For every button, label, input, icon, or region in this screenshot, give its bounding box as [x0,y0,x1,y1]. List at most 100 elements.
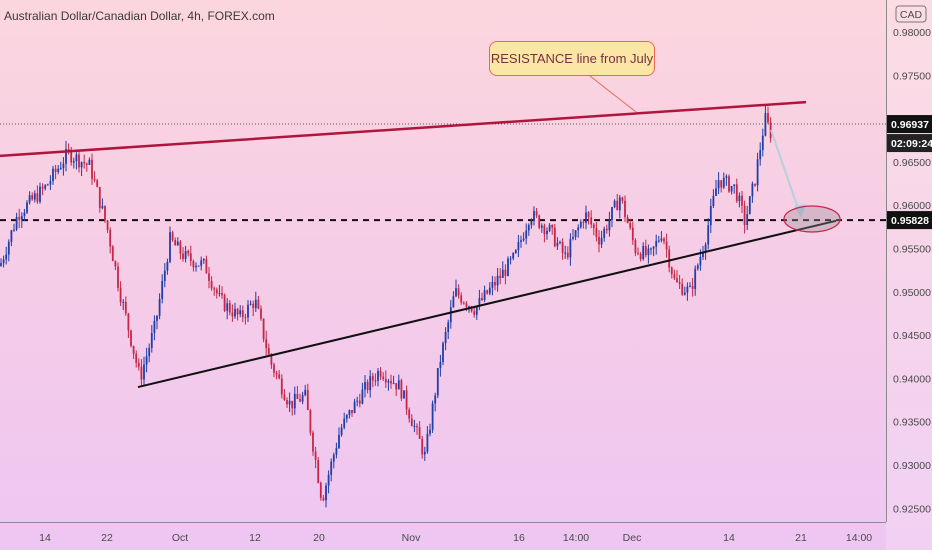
candle-body [270,354,273,365]
x-tick-label: 14:00 [846,532,872,544]
candle-body [442,343,444,363]
candle-body [20,216,23,220]
y-tick-label: 0.98000 [893,27,931,39]
candle-body [28,195,31,203]
candle-body [49,181,52,185]
candle-body [488,287,491,294]
candle-body [137,362,140,367]
candle-body [743,205,746,225]
candle-body [244,317,247,319]
candle-body [70,149,73,163]
candle-body [746,214,749,225]
candle-body [470,306,473,312]
candle-body [140,366,143,380]
candle-body [345,415,348,419]
candle-body [54,168,57,172]
candle-body [304,389,307,396]
y-tick-label: 0.97500 [893,70,931,82]
y-tick-label: 0.95000 [893,287,931,299]
candle-body [312,432,314,452]
candle-body [634,240,637,253]
candle-body [46,184,49,186]
candle-body [358,400,361,404]
candle-body [486,290,489,294]
candle-body [364,381,366,390]
y-tick-label: 0.94000 [893,373,931,385]
candle-body [379,370,382,377]
candle-body [616,200,619,211]
candle-body [702,252,704,257]
candle-body [5,254,8,260]
candle-body [405,390,408,410]
candle-body [72,161,75,163]
candle-body [291,400,294,409]
currency-badge[interactable] [895,5,927,23]
candle-body [36,193,39,202]
candle-body [447,322,450,333]
candle-body [117,266,119,288]
candle-body [101,205,104,209]
candle-body [18,216,21,220]
candle-body [31,195,34,200]
candle-body [491,282,494,288]
candle-body [348,410,351,416]
level-price-tag[interactable] [887,211,932,230]
candle-body [522,238,525,241]
candle-body [624,200,626,218]
candle-body [0,263,2,266]
resistance-callout[interactable]: RESISTANCE line from July [489,41,655,76]
candle-body [377,370,379,381]
candle-body [111,246,114,262]
candle-body [208,273,210,281]
projection-arrow[interactable] [770,129,801,215]
candle-body [494,282,496,286]
candle-body [247,304,249,318]
candle-body [143,364,145,380]
candle-body [548,225,551,231]
resistance-trendline[interactable] [0,100,807,158]
candle-body [332,454,335,462]
candle-body [600,237,603,245]
countdown-value: 02:09:24 [891,138,932,150]
candle-body [78,154,80,168]
candle-body [499,275,502,278]
candle-body [764,113,767,136]
candle-body [647,248,650,256]
candle-body [132,345,135,354]
candle-body [236,308,239,315]
candle-body [351,410,353,413]
y-tick-label: 0.93500 [893,417,931,429]
candle-body [124,301,127,314]
price-axis[interactable] [886,0,932,550]
candle-body [382,376,385,379]
candle-body [106,220,109,230]
candle-body [283,394,286,400]
symbol-title: Australian Dollar/Canadian Dollar, 4h, F… [4,9,275,23]
candle-body [13,229,15,231]
candle-body [509,258,512,260]
candle-body [457,288,460,296]
candle-body [551,225,554,228]
candle-body [59,168,62,170]
candle-body [629,223,632,228]
last-price-tag[interactable] [887,115,932,134]
candle-body [681,283,684,295]
candle-body [397,380,400,390]
candle-body [252,303,255,309]
candle-body [699,256,702,266]
target-ellipse[interactable] [783,205,841,233]
candle-body [644,246,647,256]
x-tick-label: 20 [313,532,325,544]
candle-body [639,254,642,260]
candle-body [530,220,533,226]
support-trendline[interactable] [137,219,837,389]
candle-body [197,265,200,267]
candle-body [202,259,205,261]
candle-body [637,252,639,255]
candle-body [717,180,720,189]
candle-body [652,246,655,249]
candle-body [57,168,60,172]
countdown-tag[interactable] [887,134,932,153]
